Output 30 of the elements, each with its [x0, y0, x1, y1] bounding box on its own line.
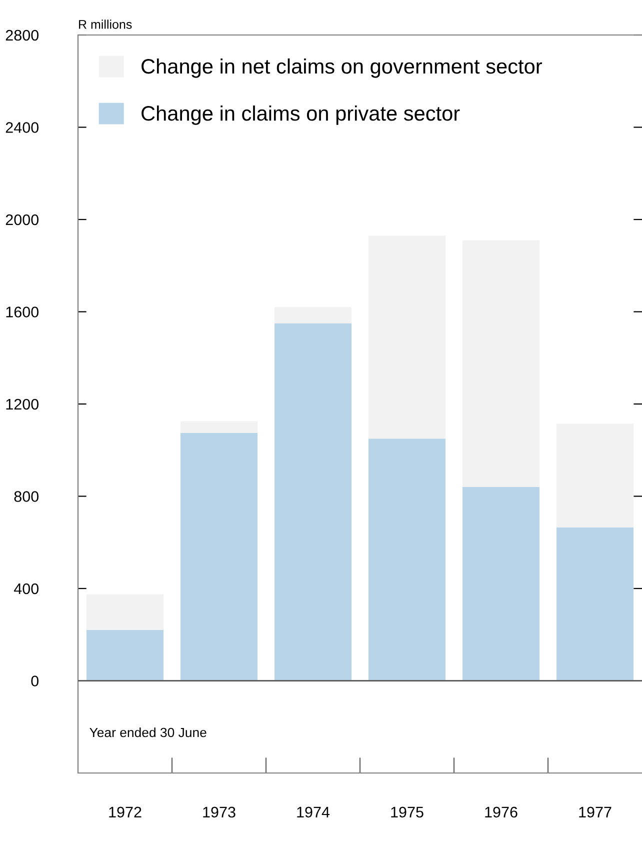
y-tick-label: 2800 — [6, 30, 39, 41]
bar — [86, 630, 164, 681]
legend-label: Change in claims on private sector — [142, 105, 460, 125]
y-axis-title: R millions — [79, 20, 132, 29]
x-tick-label: 1976 — [485, 806, 518, 818]
y-tick-label: 1600 — [6, 306, 39, 318]
legend-label: Change in net claims on government sector — [142, 58, 542, 78]
bar — [86, 594, 164, 630]
y-tick-label: 0 — [31, 676, 39, 686]
bar — [274, 307, 352, 324]
y-tick-label: 1200 — [6, 398, 39, 410]
x-tick-label: 1972 — [109, 806, 142, 818]
bar — [556, 424, 634, 528]
bar — [556, 527, 634, 681]
bar — [462, 240, 540, 488]
x-tick-label: 1974 — [297, 806, 330, 818]
y-tick-label: 400 — [14, 583, 39, 594]
y-tick-label: 800 — [14, 491, 39, 502]
bar — [462, 487, 540, 681]
bar — [368, 438, 446, 681]
bar — [180, 421, 258, 433]
bar — [274, 323, 352, 681]
bar — [180, 432, 258, 681]
x-tick-label: 1973 — [203, 806, 236, 818]
y-tick-label: 2400 — [6, 122, 39, 133]
y-tick-label: 2000 — [6, 214, 39, 226]
bar — [368, 236, 446, 439]
annotation: Year ended 30 June — [90, 727, 206, 738]
x-tick-label: 1975 — [391, 806, 424, 818]
x-tick-label: 1977 — [579, 806, 612, 818]
